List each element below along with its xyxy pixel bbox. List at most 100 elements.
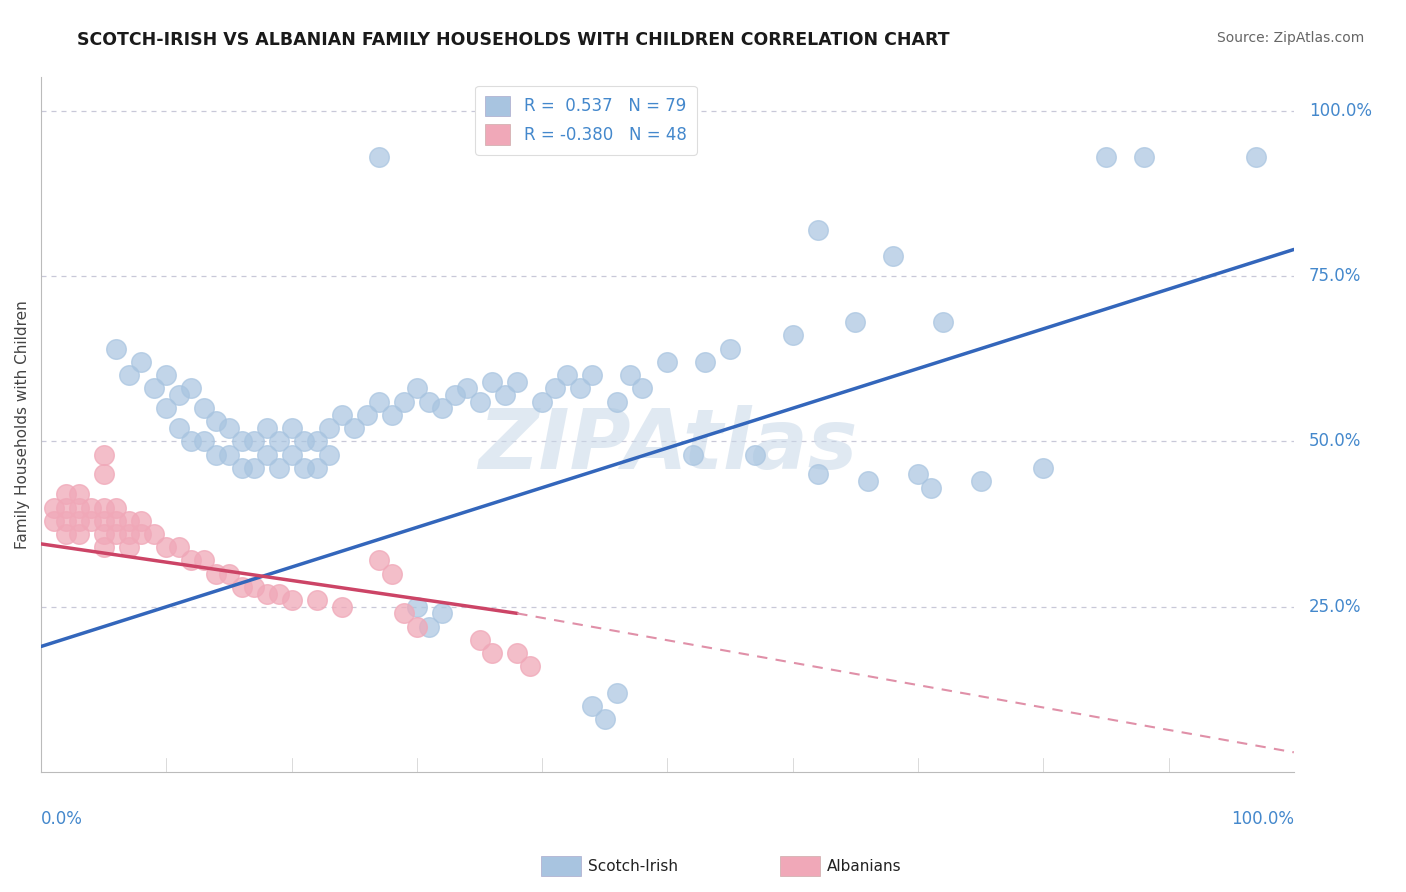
Text: ZIPAtlas: ZIPAtlas [478, 405, 858, 486]
Point [969, 474, 991, 488]
Point [131, 355, 153, 369]
Point [131, 527, 153, 541]
Point [256, 421, 278, 435]
Point [305, 593, 328, 607]
Text: 50.0%: 50.0% [1309, 433, 1361, 450]
Point [269, 460, 291, 475]
Text: Scotch-Irish: Scotch-Irish [588, 859, 678, 873]
Point [231, 460, 253, 475]
Point [269, 434, 291, 449]
Point [205, 566, 228, 581]
Point [93, 540, 115, 554]
Point [167, 388, 190, 402]
Point [218, 566, 240, 581]
Point [55, 500, 77, 515]
Point [67, 527, 90, 541]
Point [619, 368, 641, 383]
Point [218, 448, 240, 462]
Point [657, 355, 679, 369]
Point [205, 415, 228, 429]
Text: Source: ZipAtlas.com: Source: ZipAtlas.com [1216, 31, 1364, 45]
Point [280, 448, 302, 462]
Point [118, 527, 141, 541]
Point [243, 580, 266, 594]
Point [418, 619, 440, 633]
Point [555, 368, 578, 383]
Point [142, 381, 165, 395]
Text: 75.0%: 75.0% [1309, 267, 1361, 285]
Legend: R =  0.537   N = 79, R = -0.380   N = 48: R = 0.537 N = 79, R = -0.380 N = 48 [475, 86, 696, 155]
Point [55, 487, 77, 501]
Point [394, 607, 416, 621]
Point [581, 368, 603, 383]
Point [231, 580, 253, 594]
Point [93, 467, 115, 482]
Point [406, 381, 429, 395]
Point [67, 500, 90, 515]
Point [430, 607, 453, 621]
Point [1244, 150, 1267, 164]
Text: 100.0%: 100.0% [1309, 102, 1372, 120]
Point [67, 514, 90, 528]
Point [218, 421, 240, 435]
Point [142, 527, 165, 541]
Point [907, 467, 929, 482]
Point [55, 527, 77, 541]
Point [807, 467, 830, 482]
Point [105, 527, 128, 541]
Point [468, 394, 491, 409]
Point [744, 448, 766, 462]
Point [519, 659, 541, 673]
Point [343, 421, 366, 435]
Point [105, 342, 128, 356]
Point [42, 514, 65, 528]
Point [1132, 150, 1154, 164]
Point [280, 593, 302, 607]
Point [468, 632, 491, 647]
Point [155, 540, 177, 554]
Point [167, 540, 190, 554]
Text: 25.0%: 25.0% [1309, 598, 1361, 615]
Point [330, 599, 353, 614]
Point [606, 686, 628, 700]
Point [118, 514, 141, 528]
Point [180, 553, 202, 567]
Point [682, 448, 704, 462]
Point [155, 401, 177, 416]
Point [430, 401, 453, 416]
Point [418, 394, 440, 409]
Point [256, 586, 278, 600]
Point [292, 434, 315, 449]
Point [456, 381, 478, 395]
Point [920, 481, 942, 495]
Point [368, 150, 391, 164]
Point [42, 500, 65, 515]
Point [80, 514, 103, 528]
Point [356, 408, 378, 422]
Point [631, 381, 654, 395]
Point [67, 487, 90, 501]
Point [193, 553, 215, 567]
Point [381, 408, 404, 422]
Text: SCOTCH-IRISH VS ALBANIAN FAMILY HOUSEHOLDS WITH CHILDREN CORRELATION CHART: SCOTCH-IRISH VS ALBANIAN FAMILY HOUSEHOL… [77, 31, 950, 49]
Point [531, 394, 554, 409]
Point [180, 434, 202, 449]
Point [581, 698, 603, 713]
Point [118, 368, 141, 383]
Point [568, 381, 591, 395]
Point [205, 448, 228, 462]
Point [243, 434, 266, 449]
Point [131, 514, 153, 528]
Point [231, 434, 253, 449]
Point [93, 500, 115, 515]
Point [193, 401, 215, 416]
Point [292, 460, 315, 475]
Point [807, 222, 830, 236]
Point [406, 619, 429, 633]
Text: 100.0%: 100.0% [1230, 810, 1294, 829]
Point [368, 553, 391, 567]
Point [544, 381, 567, 395]
Point [280, 421, 302, 435]
Point [105, 514, 128, 528]
Point [606, 394, 628, 409]
